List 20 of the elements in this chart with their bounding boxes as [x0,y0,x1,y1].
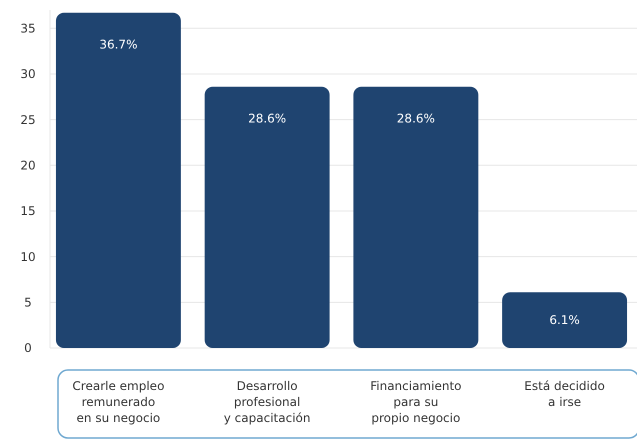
data-label: 36.7% [99,38,138,52]
x-tick-label: Está decidido a irse [524,379,605,409]
y-tick-label: 5 [24,296,32,310]
x-tick-label: Financiamiento para su propio negocio [370,379,462,425]
y-tick-label: 35 [20,21,36,36]
bar [56,12,181,348]
bar [353,86,478,348]
x-tick-label: Desarrollo profesional y capacitación [224,379,310,425]
y-tick-label: 10 [20,250,36,264]
x-tick-label: Crearle empleo remunerado en su negocio [72,379,164,425]
y-tick-label: 20 [20,158,36,172]
bar [502,292,628,348]
data-label: 28.6% [248,112,286,126]
y-tick-label: 0 [24,341,32,356]
y-tick-label: 25 [20,112,36,127]
data-label: 6.1% [549,313,580,328]
y-tick-label: 15 [20,204,36,218]
y-tick-label: 30 [20,67,36,82]
data-label: 28.6% [396,112,435,126]
bar [204,86,330,348]
